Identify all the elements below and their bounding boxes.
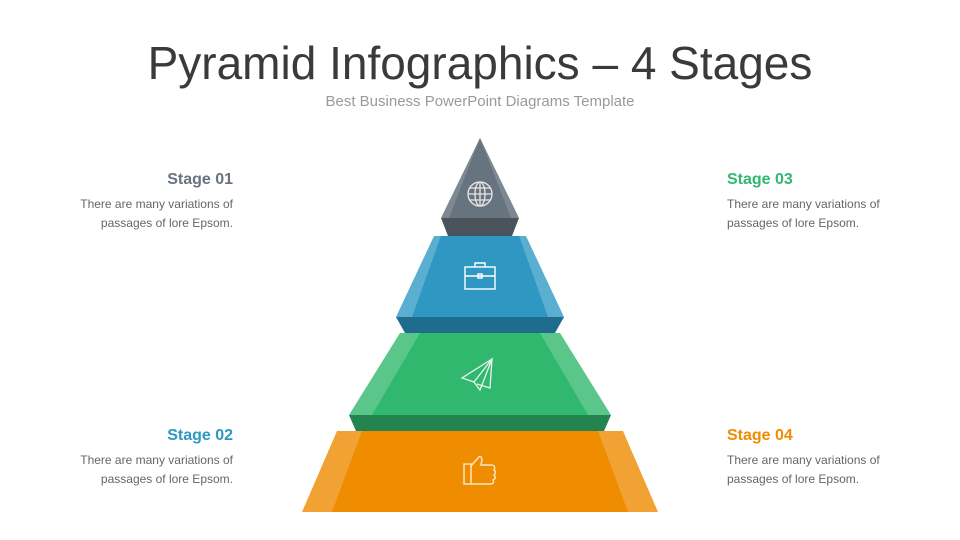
stage-02-text: Stage 02 There are many variations of pas… [33, 427, 233, 489]
pyramid-level-3 [349, 333, 611, 431]
stage-desc: passages of lore Epsom. [100, 216, 233, 230]
thumbs-up-icon [463, 455, 497, 485]
stage-desc: There are many variations of [727, 453, 880, 467]
stage-03-text: Stage 03 There are many variations of pas… [727, 171, 927, 233]
stage-04-text: Stage 04 There are many variations of pas… [727, 427, 927, 489]
stage-title: Stage 02 [167, 427, 233, 444]
stage-01-text: Stage 01 There are many variations of pas… [33, 171, 233, 233]
page-subtitle: Best Business PowerPoint Diagrams Templa… [325, 93, 635, 110]
stage-title: Stage 01 [167, 171, 233, 188]
stage-desc: passages of lore Epsom. [727, 472, 860, 486]
briefcase-icon [464, 262, 496, 290]
pyramid-level-4 [302, 431, 658, 512]
stage-title: Stage 03 [727, 171, 793, 188]
stage-desc: There are many variations of [727, 197, 880, 211]
globe-icon [467, 181, 493, 207]
paper-plane-icon [460, 357, 494, 392]
stage-desc: There are many variations of [80, 197, 233, 211]
pyramid-level-1 [441, 138, 519, 236]
pyramid-level-2 [396, 236, 564, 333]
stage-desc: passages of lore Epsom. [727, 216, 860, 230]
stage-desc: There are many variations of [80, 453, 233, 467]
stage-desc: passages of lore Epsom. [100, 472, 233, 486]
page-title: Pyramid Infographics – 4 Stages [147, 37, 813, 89]
stage-title: Stage 04 [727, 427, 793, 444]
